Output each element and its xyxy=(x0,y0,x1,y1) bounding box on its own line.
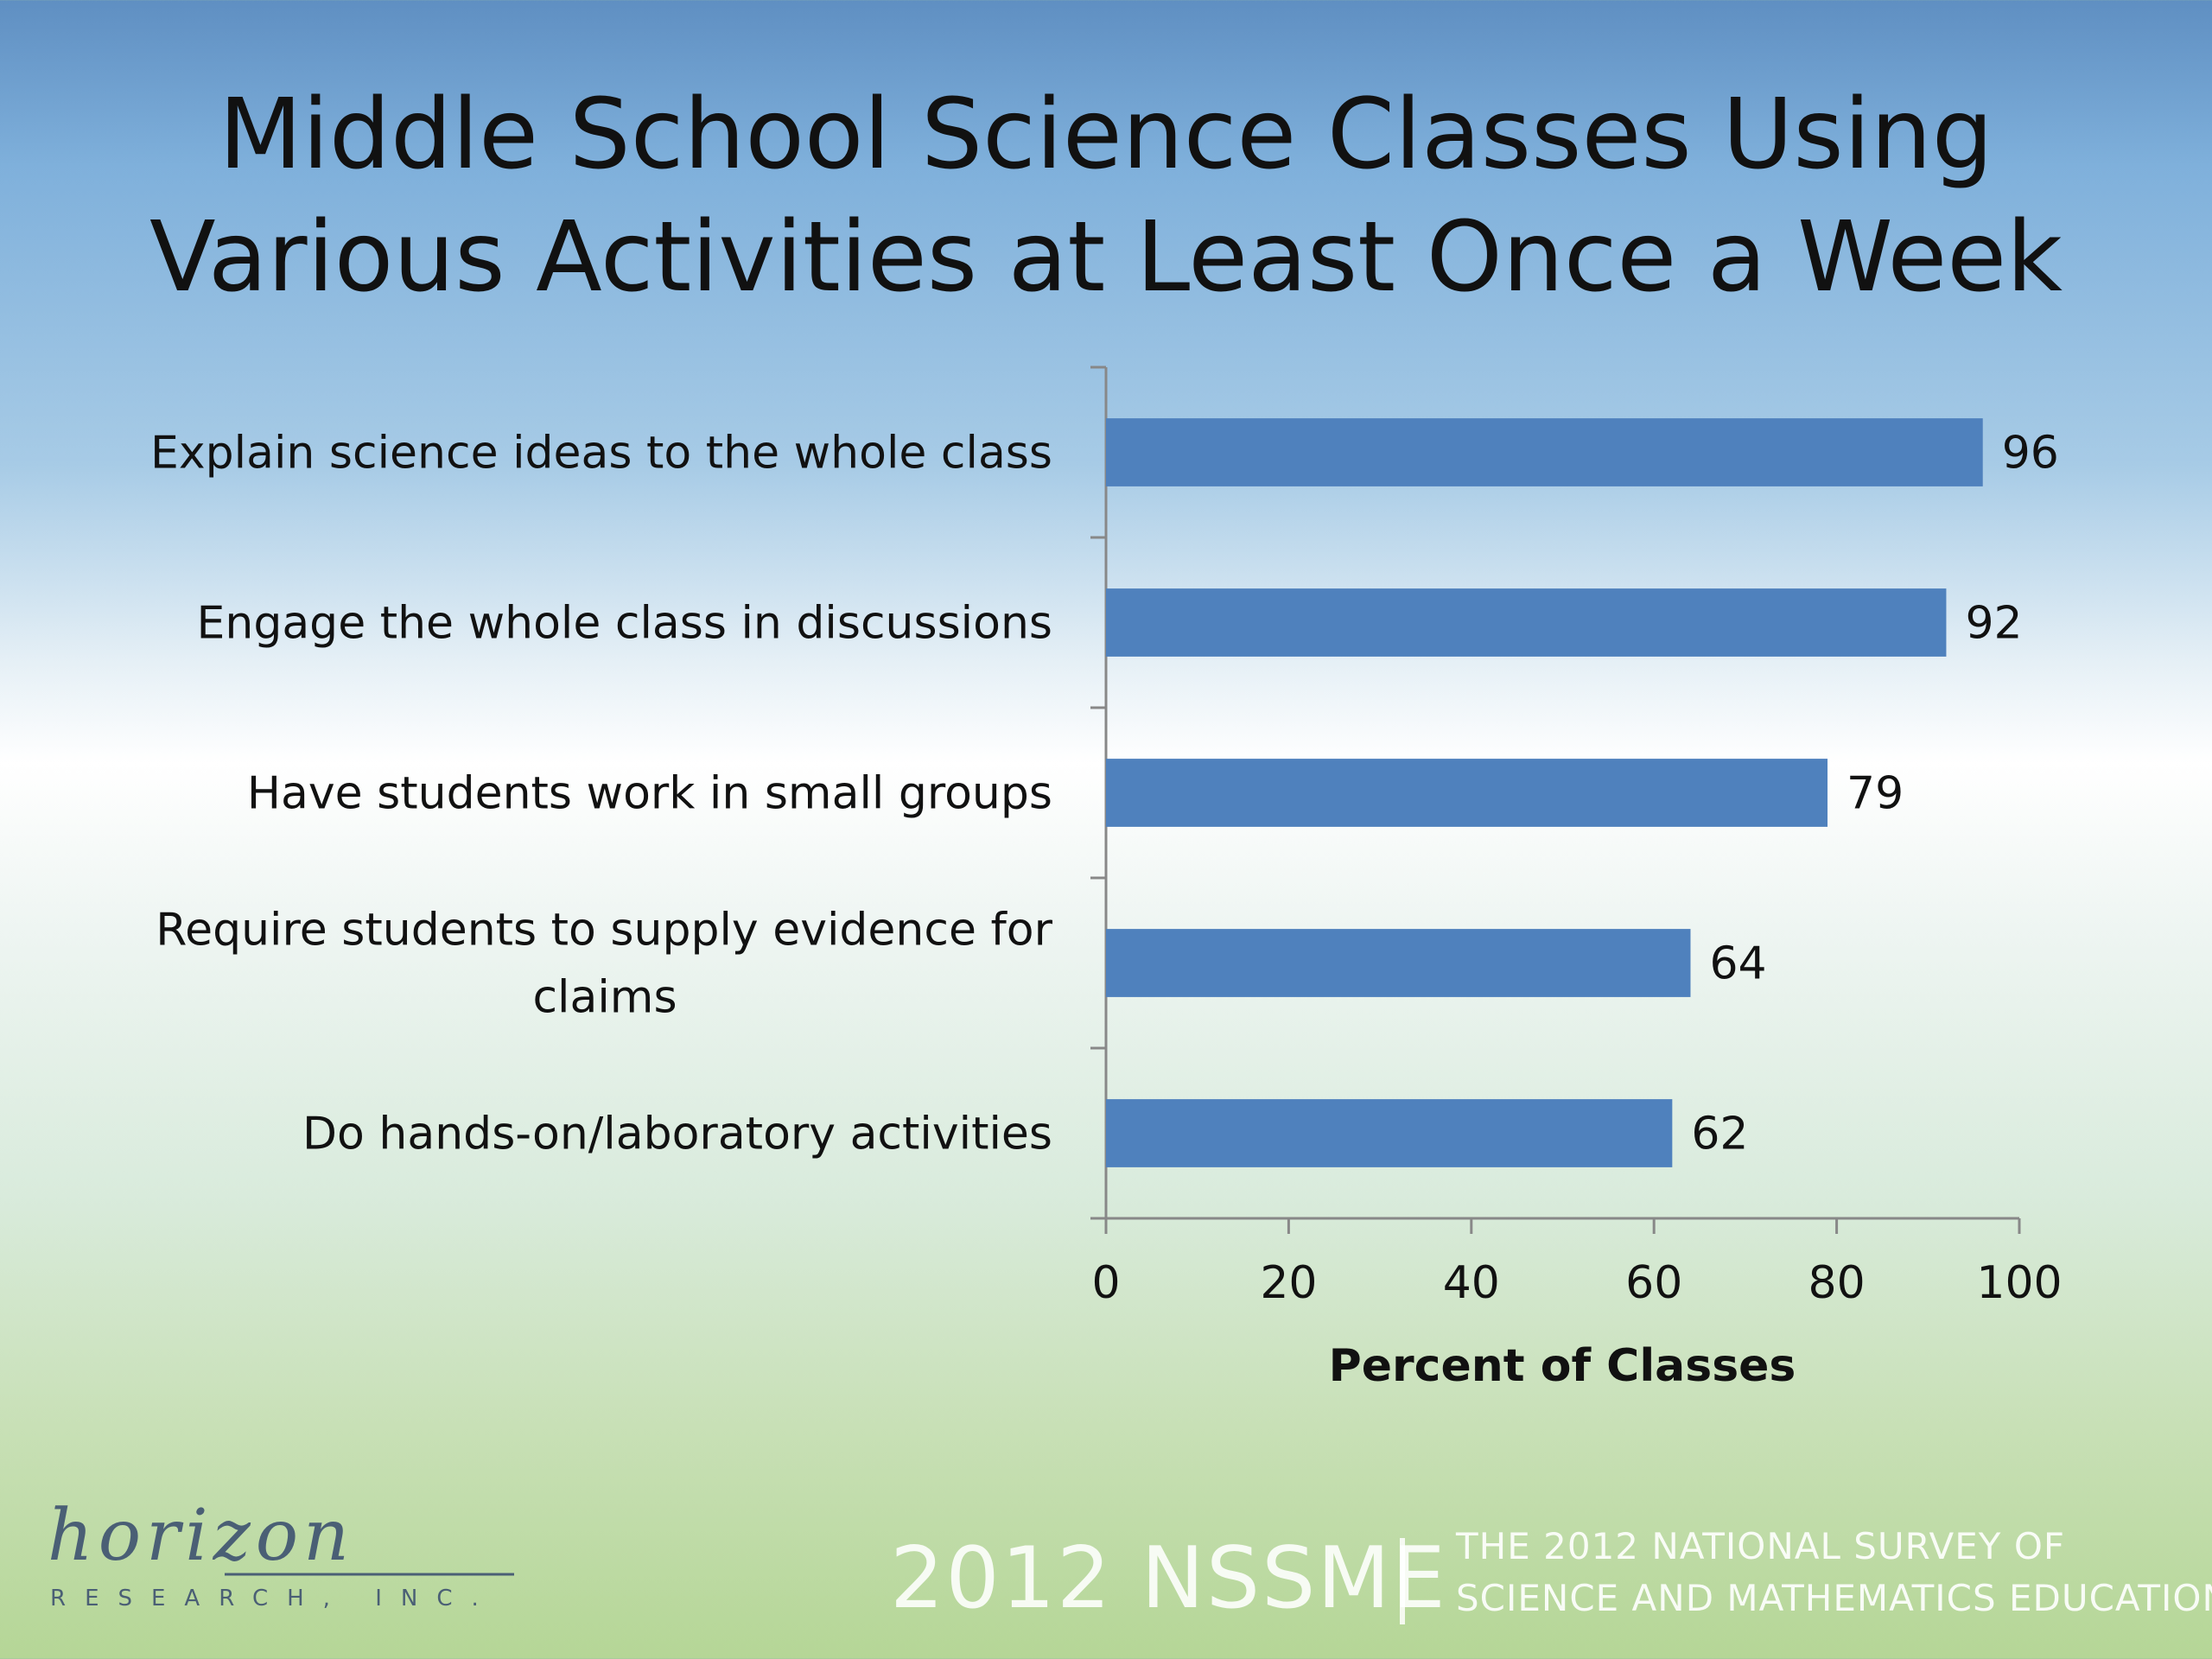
footer-survey-line-2: SCIENCE AND MATHEMATICS EDUCATION xyxy=(1456,1577,2212,1619)
footer-survey-line-1: THE 2012 NATIONAL SURVEY OF xyxy=(1456,1525,2066,1567)
bar xyxy=(1106,759,1828,827)
category-label: claims xyxy=(532,972,677,1024)
x-tick-label: 80 xyxy=(1808,1257,1866,1309)
x-tick-labels: 0 20 40 60 80 100 xyxy=(1091,1257,2062,1309)
x-tick-label: 60 xyxy=(1625,1257,1682,1309)
x-tick-label: 20 xyxy=(1260,1257,1317,1309)
logo-script: horizon xyxy=(48,1503,354,1577)
bar xyxy=(1106,588,1947,657)
logo-subtitle: RESEARCH, INC. xyxy=(50,1586,498,1611)
chart-title-line-2: Various Activities at Least Once a Week xyxy=(149,201,2063,314)
value-label: 96 xyxy=(2002,428,2059,480)
x-tick-label: 40 xyxy=(1443,1257,1500,1309)
category-labels: Explain science ideas to the whole class… xyxy=(150,428,1053,1160)
footer-separator xyxy=(1400,1538,1405,1624)
category-label: Explain science ideas to the whole class xyxy=(150,428,1052,480)
value-labels: 96 92 79 64 62 xyxy=(1691,428,2059,1160)
category-label: Have students work in small groups xyxy=(247,768,1052,820)
x-tick-label: 100 xyxy=(1976,1257,2062,1309)
bar xyxy=(1106,929,1691,997)
value-label: 64 xyxy=(1709,938,1766,990)
chart-title: Middle School Science Classes Using Vari… xyxy=(0,73,2212,319)
chart-bars xyxy=(1106,418,1983,1167)
category-label: Do hands-on/laboratory activities xyxy=(302,1109,1052,1160)
category-label: Require students to supply evidence for xyxy=(156,905,1052,957)
horizon-research-logo: horizon RESEARCH, INC. xyxy=(43,1495,527,1628)
x-tick-label: 0 xyxy=(1091,1257,1120,1309)
footer-brand: 2012 NSSME xyxy=(890,1529,1447,1628)
value-label: 79 xyxy=(1847,768,1904,820)
x-axis-label: Percent of Classes xyxy=(1329,1340,1796,1392)
value-label: 62 xyxy=(1691,1109,1748,1160)
bar xyxy=(1106,418,1983,486)
bar xyxy=(1106,1099,1673,1167)
category-label: Engage the whole class in discussions xyxy=(197,598,1053,650)
chart-title-line-1: Middle School Science Classes Using xyxy=(219,79,1993,191)
bar-chart: Explain science ideas to the whole class… xyxy=(150,365,2063,1392)
value-label: 92 xyxy=(1965,598,2022,650)
